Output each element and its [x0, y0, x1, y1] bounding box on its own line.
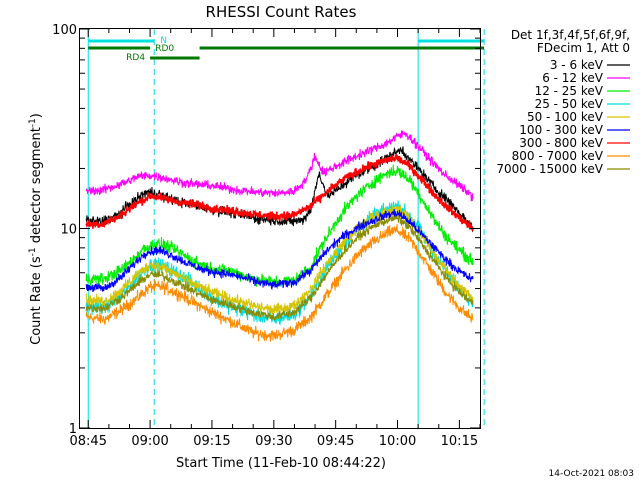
- legend-label-6-12-kev: 6 - 12 keV: [542, 71, 604, 85]
- x-tick-label-1: 09:00: [131, 434, 168, 449]
- series-line-800-7000-kev: [85, 223, 474, 342]
- series-line-100-300-kev: [85, 208, 474, 293]
- legend-label-300-800-kev: 300 - 800 keV: [519, 136, 603, 150]
- series-line-300-800-kev: [85, 153, 474, 232]
- series-line-6-12-kev: [85, 130, 474, 202]
- x-tick-label-4: 09:45: [317, 434, 354, 449]
- status-bar-label-rd0: RD0: [155, 44, 174, 54]
- legend-label-7000-15000-kev: 7000 - 15000 keV: [496, 162, 603, 176]
- legend-header-line-2: FDecim 1, Att 0: [537, 41, 630, 55]
- y-tick-label-1: 10: [60, 223, 77, 238]
- y-tick-label-2: 100: [52, 23, 77, 38]
- legend-label-12-25-kev: 12 - 25 keV: [535, 84, 604, 98]
- series-line-7000-15000-kev: [85, 213, 474, 321]
- series-line-50-100-kev: [85, 205, 474, 315]
- y-axis-label-part-3: ): [29, 113, 44, 118]
- x-tick-label-6: 10:15: [441, 434, 478, 449]
- status-bar-label-n: N: [160, 36, 167, 46]
- y-axis-label-sup-2: -1: [28, 118, 38, 127]
- x-tick-label-3: 09:30: [255, 434, 292, 449]
- y-axis-label: Count Rate (s-1 detector segment-1): [28, 113, 44, 345]
- series-line-3-6-kev: [85, 146, 474, 233]
- plot-frame: [79, 28, 481, 429]
- y-axis-label-part-2: detector segment: [29, 127, 44, 247]
- x-tick-label-0: 08:45: [70, 434, 107, 449]
- y-tick-label-0: 1: [69, 422, 77, 437]
- legend-label-3-6-kev: 3 - 6 keV: [550, 58, 604, 72]
- legend-label-100-300-kev: 100 - 300 keV: [519, 123, 603, 137]
- axes: 08:45 09:00 09:15 09:30 09:45 10:00 10:15 1 10 10…: [52, 23, 481, 449]
- x-axis-label: Start Time (11-Feb-10 08:44:22): [176, 456, 386, 471]
- legend-label-50-100-kev: 50 - 100 keV: [527, 110, 604, 124]
- legend-label-25-50-kev: 25 - 50 keV: [535, 97, 604, 111]
- y-axis-label-part-1: Count Rate (s: [29, 256, 44, 345]
- x-tick-label-2: 09:15: [193, 434, 230, 449]
- x-tick-label-5: 10:00: [379, 434, 416, 449]
- y-axis-label-sup-1: -1: [28, 247, 38, 256]
- chart-title: RHESSI Count Rates: [206, 3, 357, 21]
- status-bar-label-rd4: RD4: [126, 53, 145, 63]
- legend-header-line-1: Det 1f,3f,4f,5f,6f,9f,: [511, 28, 630, 42]
- legend-label-800-7000-kev: 800 - 7000 keV: [512, 149, 604, 163]
- legend: Det 1f,3f,4f,5f,6f,9f, FDecim 1, Att 0 3…: [496, 28, 630, 176]
- generation-timestamp: 14-Oct-2021 08:03: [549, 469, 634, 479]
